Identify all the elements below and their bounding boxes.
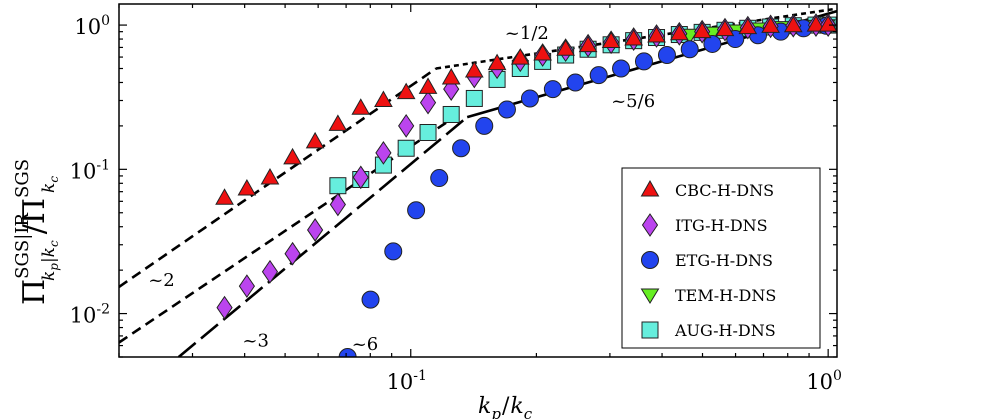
data-point-etg-h-dns	[475, 116, 494, 135]
data-point-itg-h-dns	[419, 90, 437, 115]
legend-marker-tem-h-dns	[640, 288, 660, 304]
data-point-aug-h-dns	[419, 124, 437, 142]
legend-entry-cbc-h-dns: CBC-H-DNS	[640, 179, 774, 200]
data-point-itg-h-dns	[352, 165, 369, 190]
data-point-etg-h-dns	[520, 89, 539, 108]
data-point-etg-h-dns	[680, 40, 699, 59]
data-point-cbc-h-dns	[669, 23, 689, 41]
y-tick-label: 100	[74, 13, 110, 39]
y-tick-label: 10-1	[70, 157, 110, 183]
x-tick-label: 100	[806, 368, 842, 394]
data-point-cbc-h-dns	[215, 188, 234, 205]
data-point-cbc-h-dns	[738, 17, 758, 35]
data-point-itg-h-dns	[261, 259, 279, 284]
data-point-aug-h-dns	[442, 105, 460, 123]
x-axis-label: kp/kc	[478, 394, 533, 419]
x-tick-label: 10-1	[387, 368, 427, 394]
data-point-itg-h-dns	[238, 274, 256, 299]
data-point-cbc-h-dns	[601, 31, 621, 48]
slope-6-fit	[177, 116, 469, 357]
data-point-cbc-h-dns	[305, 131, 325, 149]
data-point-cbc-h-dns	[487, 53, 507, 71]
data-point-itg-h-dns	[307, 218, 324, 242]
axis-ticks: 10-1 100 10-2 10-1 100	[70, 4, 842, 394]
data-point-etg-h-dns	[430, 169, 449, 188]
y-axis-label: ΠSGS|IR kp|kc/ΠSGS kc	[12, 159, 61, 305]
data-point-cbc-h-dns	[374, 90, 393, 108]
legend-entry-tem-h-dns: TEM-H-DNS	[640, 286, 776, 305]
series-cbc-h-dns	[215, 15, 837, 205]
data-point-aug-h-dns	[329, 177, 347, 195]
data-point-etg-h-dns	[703, 34, 722, 53]
data-point-cbc-h-dns	[464, 61, 484, 78]
plot-frame	[118, 3, 838, 358]
legend-marker-itg-h-dns	[641, 213, 659, 237]
data-point-etg-h-dns	[361, 290, 380, 309]
data-point-cbc-h-dns	[328, 114, 348, 131]
data-point-etg-h-dns	[384, 242, 403, 261]
data-point-cbc-h-dns	[441, 67, 461, 85]
data-point-itg-h-dns	[216, 295, 233, 320]
data-point-cbc-h-dns	[237, 179, 257, 196]
data-point-cbc-h-dns	[818, 15, 837, 32]
annotation-slope-five-sixths: ~5/6	[611, 91, 655, 112]
data-point-cbc-h-dns	[715, 19, 735, 37]
data-point-cbc-h-dns	[396, 82, 416, 100]
annotation-slope-6: ~6	[352, 334, 379, 355]
legend-label: AUG-H-DNS	[674, 321, 776, 340]
legend-label: ETG-H-DNS	[675, 251, 773, 270]
data-point-etg-h-dns	[566, 73, 585, 92]
data-markers	[215, 13, 837, 357]
data-point-cbc-h-dns	[692, 21, 712, 39]
slope-annotations: ~2 ~3 ~6 ~1/2 ~5/6	[148, 23, 655, 355]
data-point-cbc-h-dns	[761, 16, 780, 33]
legend-label: TEM-H-DNS	[675, 286, 776, 305]
data-point-cbc-h-dns	[647, 25, 666, 43]
legend-label: CBC-H-DNS	[675, 181, 774, 200]
data-point-etg-h-dns	[338, 348, 357, 357]
data-point-cbc-h-dns	[260, 168, 280, 185]
data-point-cbc-h-dns	[624, 29, 644, 46]
data-point-etg-h-dns	[589, 66, 608, 85]
data-point-itg-h-dns	[375, 141, 392, 165]
data-point-etg-h-dns	[657, 46, 676, 65]
data-point-itg-h-dns	[329, 192, 346, 217]
legend-marker-etg-h-dns	[641, 251, 659, 269]
data-point-aug-h-dns	[397, 139, 415, 157]
data-point-cbc-h-dns	[533, 44, 552, 61]
data-point-cbc-h-dns	[510, 48, 530, 65]
data-point-cbc-h-dns	[283, 147, 302, 165]
data-point-etg-h-dns	[543, 80, 562, 99]
data-point-cbc-h-dns	[418, 77, 438, 94]
data-point-etg-h-dns	[612, 59, 631, 78]
legend-marker-cbc-h-dns	[640, 179, 660, 197]
data-point-cbc-h-dns	[578, 35, 598, 53]
legend-entry-etg-h-dns: ETG-H-DNS	[641, 251, 773, 270]
legend-marker-aug-h-dns	[641, 321, 659, 339]
data-point-etg-h-dns	[634, 52, 653, 71]
data-point-cbc-h-dns	[806, 15, 826, 32]
data-point-itg-h-dns	[284, 241, 301, 266]
legend: CBC-H-DNS ITG-H-DNS ETG-H-DNS TEM-H-DNS AUG-…	[621, 167, 821, 349]
y-tick-label: 10-2	[70, 302, 110, 328]
legend-entry-itg-h-dns: ITG-H-DNS	[641, 213, 768, 237]
data-point-cbc-h-dns	[556, 39, 575, 56]
data-point-aug-h-dns	[465, 89, 483, 107]
data-point-cbc-h-dns	[351, 98, 371, 115]
annotation-slope-2: ~2	[148, 270, 175, 291]
legend-entry-aug-h-dns: AUG-H-DNS	[641, 321, 776, 340]
data-point-etg-h-dns	[407, 201, 426, 220]
annotation-slope-3: ~3	[242, 331, 269, 352]
data-point-cbc-h-dns	[783, 15, 803, 33]
data-point-etg-h-dns	[452, 139, 471, 158]
annotation-slope-half: ~1/2	[505, 23, 549, 44]
legend-label: ITG-H-DNS	[675, 216, 768, 235]
data-point-itg-h-dns	[398, 114, 415, 138]
data-point-etg-h-dns	[497, 100, 516, 119]
